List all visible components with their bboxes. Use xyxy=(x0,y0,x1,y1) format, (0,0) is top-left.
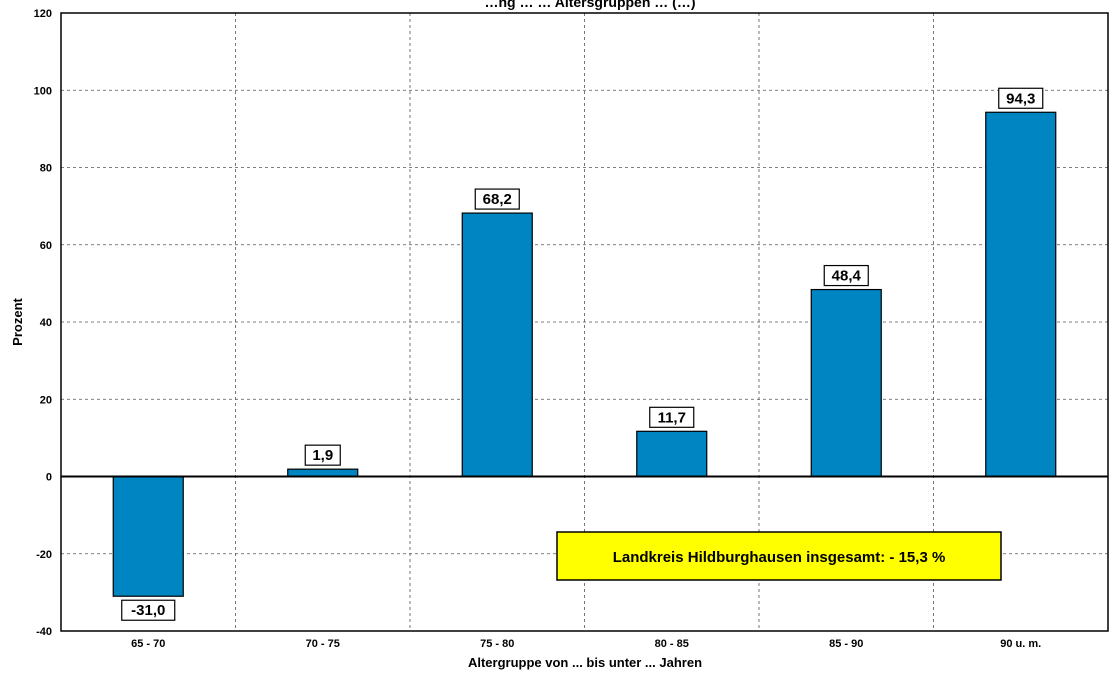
data-label-box xyxy=(823,264,869,287)
y-tick-label: 120 xyxy=(34,8,52,20)
x-tick-label: 85 - 90 xyxy=(829,638,863,650)
x-tick-label: 80 - 85 xyxy=(655,638,689,650)
bar xyxy=(636,430,708,478)
data-label: 94,3 xyxy=(1006,90,1035,107)
bar xyxy=(287,468,359,478)
y-tick-label: 100 xyxy=(34,85,52,97)
y-tick-label: 60 xyxy=(40,240,52,252)
y-tick-labels: -40 -20 0 20 40 60 80 100 120 xyxy=(34,8,52,638)
data-label: 1,9 xyxy=(312,447,333,464)
x-tick-label: 70 - 75 xyxy=(306,638,340,650)
plot-frame xyxy=(60,12,1109,632)
x-tick-label: 75 - 80 xyxy=(480,638,514,650)
x-tick-label: 65 - 70 xyxy=(131,638,165,650)
data-label-box xyxy=(998,87,1044,109)
data-labels: -31,0 1,9 68,2 11,7 48,4 94,3 xyxy=(121,87,1044,621)
data-label: 68,2 xyxy=(483,191,512,208)
y-tick-label: 0 xyxy=(46,472,52,484)
y-axis-title: Prozent xyxy=(10,297,25,345)
total-annotation: Landkreis Hildburghausen insgesamt: - 15… xyxy=(556,531,1002,581)
x-tick-label: 90 u. m. xyxy=(1000,638,1041,650)
data-label: 11,7 xyxy=(658,409,686,426)
chart-title: …ng … … Altersgruppen … (…) xyxy=(484,0,695,10)
total-annotation-text: Landkreis Hildburghausen insgesamt: - 15… xyxy=(613,549,946,566)
data-label-box xyxy=(304,444,341,466)
data-label: -31,0 xyxy=(131,602,165,619)
bar xyxy=(461,212,533,478)
y-tick-label: -20 xyxy=(36,549,52,561)
bar xyxy=(810,288,882,478)
x-tick-labels: 65 - 70 70 - 75 75 - 80 80 - 85 85 - 90 90 u.… xyxy=(131,638,1041,650)
bar xyxy=(112,475,184,597)
bars xyxy=(112,111,1057,597)
y-tick-label: 20 xyxy=(40,394,52,406)
y-tick-label: 80 xyxy=(40,163,52,175)
data-label-box xyxy=(121,599,176,621)
y-tick-label: -40 xyxy=(36,626,52,638)
data-label: 48,4 xyxy=(832,268,862,285)
bar xyxy=(985,111,1057,478)
x-axis-title: Altergruppe von ... bis unter ... Jahren xyxy=(468,655,702,670)
data-label-box xyxy=(649,406,695,428)
data-label-box xyxy=(474,188,520,210)
total-annotation-box xyxy=(556,531,1002,581)
y-tick-label: 40 xyxy=(40,317,52,329)
